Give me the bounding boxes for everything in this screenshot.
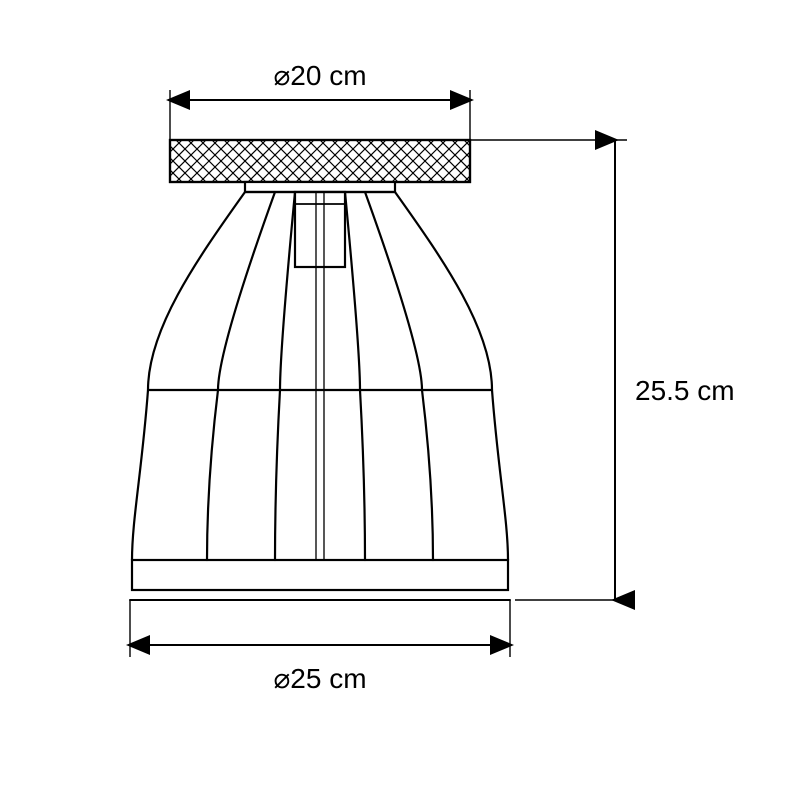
- dimension-label-top-width: ⌀20 cm: [273, 60, 366, 91]
- lamp-outline: [128, 140, 542, 600]
- dimension-drawing: ⌀20 cm ⌀25 cm 25.5 cm: [0, 0, 800, 800]
- dimension-label-bottom-width: ⌀25 cm: [273, 663, 366, 694]
- dimension-label-height: 25.5 cm: [635, 375, 735, 406]
